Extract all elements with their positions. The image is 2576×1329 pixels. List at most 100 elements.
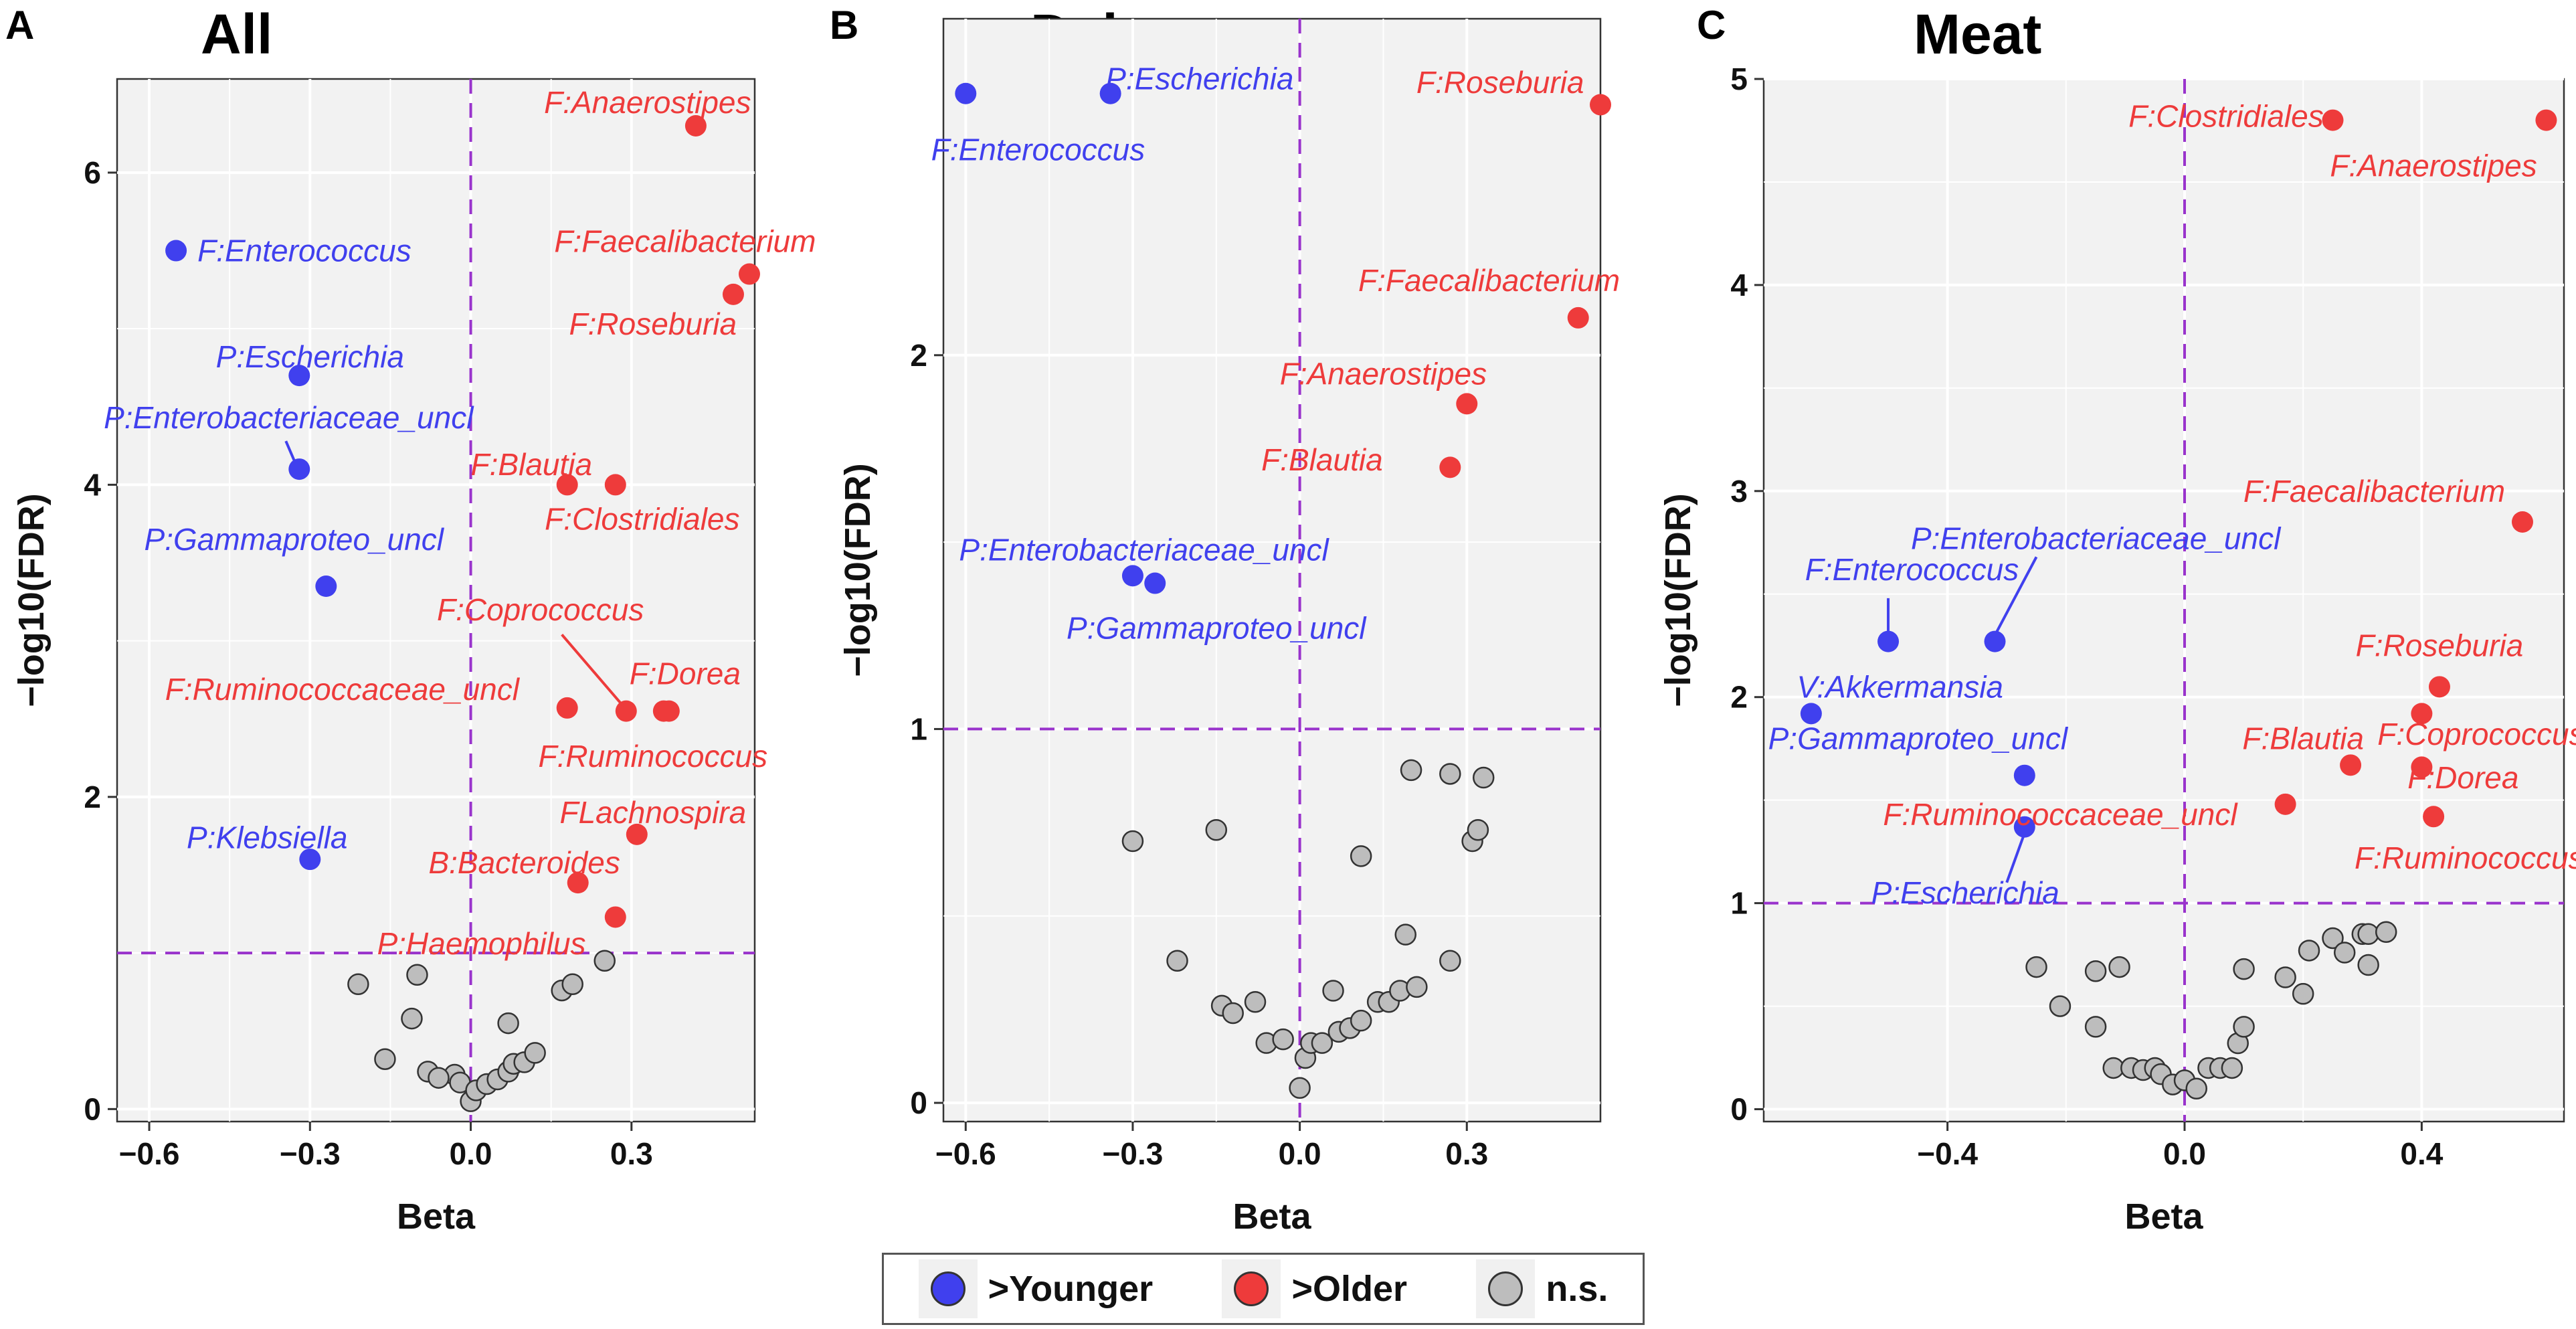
legend-dot-older xyxy=(1234,1271,1269,1306)
panel-c-point-older xyxy=(2322,109,2344,131)
panel-a-point-label: F:Coprococcus xyxy=(437,592,644,627)
panel-b-point-younger xyxy=(955,82,977,104)
panel-c: C Meat −0.4 0.0 0.4 0 1 2 3 4 5 Beta −log10(FDR) F:Cl… xyxy=(1658,3,2576,1237)
panel-b-point-younger xyxy=(1144,572,1166,594)
panel-c-point-older xyxy=(2423,806,2445,828)
panel-c-xtick-label: 0.0 xyxy=(2163,1136,2206,1171)
panel-c-point-older xyxy=(2274,793,2296,815)
panel-c-point-older xyxy=(2411,703,2433,725)
panel-c-point-ns xyxy=(2084,1016,2107,1038)
panel-a-point-label: FLachnospira xyxy=(559,795,746,830)
panel-c-point-ns xyxy=(2375,921,2397,943)
panel-b-xtick-label: 0.0 xyxy=(1279,1136,1321,1171)
panel-b-point-ns xyxy=(1350,845,1372,867)
panel-b-point-ns xyxy=(1400,759,1422,782)
panel-a-point-younger xyxy=(288,458,310,480)
legend-item-ns: n.s. xyxy=(1476,1259,1608,1318)
panel-a-point-older xyxy=(626,823,648,845)
panel-c-point-ns xyxy=(2084,960,2107,982)
panel-c-point-label: P:Escherichia xyxy=(1871,875,2059,910)
panel-a-point-label: P:Klebsiella xyxy=(187,820,347,855)
panel-a-point-younger xyxy=(288,365,310,387)
panel-c-point-younger xyxy=(2013,816,2035,838)
panel-c-ytick-label: 5 xyxy=(1730,62,1748,96)
panel-b-point-ns xyxy=(1205,819,1228,841)
panel-b-letter: B xyxy=(830,3,858,48)
panel-b-point-ns xyxy=(1406,976,1428,998)
panel-a-point-older xyxy=(567,872,589,894)
panel-b-point-younger xyxy=(1099,82,1121,104)
panel-a-point-ns xyxy=(593,950,616,972)
panel-b-point-older xyxy=(1567,306,1589,329)
panel-a-point-label: F:Enterococcus xyxy=(197,234,411,268)
panel-c-point-label: F:Anaerostipes xyxy=(2330,148,2537,183)
panel-a-point-ns xyxy=(497,1012,519,1035)
panel-c-point-ns xyxy=(2233,1016,2255,1038)
panel-b-point-ns xyxy=(1244,990,1267,1013)
panel-c-plot-area xyxy=(1762,78,2565,1123)
panel-c-ytick-label: 4 xyxy=(1730,268,1748,302)
panel-c-ytick-label: 2 xyxy=(1730,680,1748,715)
legend-dot-younger xyxy=(930,1271,965,1306)
panel-c-point-ns xyxy=(2233,958,2255,980)
panel-b-point-ns xyxy=(1322,980,1344,1002)
panel-c-xtick-label: 0.4 xyxy=(2400,1136,2443,1171)
panel-a-point-older xyxy=(556,474,578,496)
panel-a-plot-area xyxy=(116,78,756,1123)
panel-a-point-ns xyxy=(401,1007,423,1030)
panel-b-plot-area xyxy=(942,17,1602,1123)
panel-a-title: All xyxy=(201,3,272,66)
panel-c-point-label: P:Enterobacteriaceae_uncl xyxy=(1911,521,2282,556)
panel-b-point-ns xyxy=(1439,763,1461,785)
panel-c-point-ns xyxy=(2357,954,2379,976)
panel-c-point-older xyxy=(2428,676,2450,698)
panel-a-xtick-label: −0.3 xyxy=(280,1136,341,1171)
panel-a-point-older xyxy=(684,114,707,137)
panel-a-point-older xyxy=(604,906,626,928)
panel-a-point-older xyxy=(556,697,578,719)
panel-b-point-older xyxy=(1590,94,1611,116)
panel-c-ytick-label: 3 xyxy=(1730,474,1748,509)
panel-c-point-label: F:Roseburia xyxy=(2356,628,2524,663)
panel-c-point-younger xyxy=(1877,630,1900,652)
panel-b-point-ns xyxy=(1350,1009,1372,1032)
panel-a-point-older xyxy=(658,700,680,722)
panel-c-ytick-label: 0 xyxy=(1730,1092,1748,1127)
panel-a-point-label: F:Clostridiales xyxy=(545,502,739,537)
panel-a-ytick-label: 0 xyxy=(84,1091,101,1126)
panel-c-point-label: F:Dorea xyxy=(2407,760,2518,795)
panel-c-leader-line xyxy=(1993,556,2038,636)
panel-b-ytick-label: 2 xyxy=(910,338,927,373)
panel-a-xtick-label: −0.6 xyxy=(119,1136,180,1171)
panel-a-point-younger xyxy=(299,849,321,871)
panel-a-point-younger xyxy=(165,240,187,262)
panel-b-point-ns xyxy=(1472,766,1495,789)
legend: >Younger >Older n.s. xyxy=(882,1253,1645,1325)
panel-a-point-label: P:Escherichia xyxy=(216,339,404,374)
panel-a-point-label: P:Haemophilus xyxy=(377,926,586,961)
panel-c-point-ns xyxy=(2322,927,2344,950)
panel-b-xtick-label: −0.6 xyxy=(935,1136,996,1171)
legend-item-older: >Older xyxy=(1222,1259,1407,1318)
panel-c-point-older xyxy=(2511,511,2533,533)
panel-b-point-label: F:Blautia xyxy=(1261,442,1383,477)
panel-a-leader-line xyxy=(284,440,298,467)
panel-c-point-ns xyxy=(2357,923,2379,946)
panel-a-point-younger xyxy=(315,575,337,598)
panel-b-point-ns xyxy=(1439,950,1461,972)
panel-a-point-ns xyxy=(347,973,369,996)
panel-a-point-ns xyxy=(374,1048,396,1070)
panel-b-point-older xyxy=(1456,393,1478,415)
panel-a-point-label: F:Dorea xyxy=(630,656,741,691)
panel-c-point-ns xyxy=(2298,940,2320,962)
legend-label-younger: >Younger xyxy=(988,1269,1154,1309)
panel-b-point-label: F:Anaerostipes xyxy=(1280,357,1487,391)
panel-c-point-ns xyxy=(2221,1057,2243,1079)
panel-a-point-older xyxy=(738,263,760,285)
panel-a-point-ns xyxy=(428,1067,450,1089)
panel-b-point-ns xyxy=(1394,923,1416,946)
panel-a-point-label: B:Bacteroides xyxy=(428,845,620,880)
panel-c-point-older xyxy=(2340,754,2362,776)
panel-c-point-ns xyxy=(2025,956,2047,978)
